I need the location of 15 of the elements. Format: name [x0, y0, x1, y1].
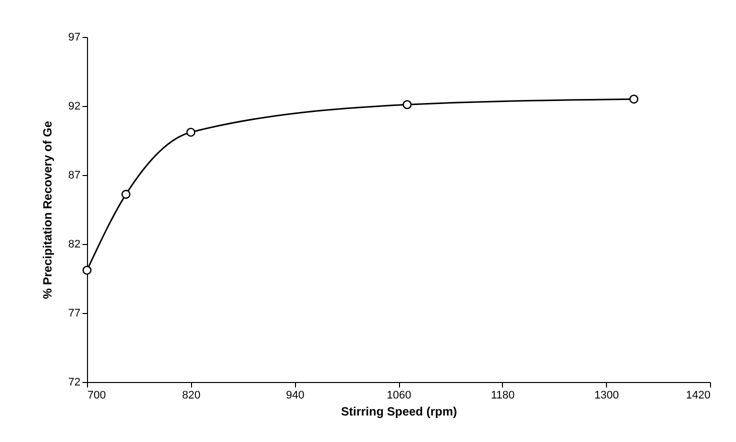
- y-tick-label: 77: [68, 308, 80, 320]
- x-tick-label: 1420: [686, 390, 710, 402]
- x-tick-label: 1300: [594, 390, 619, 402]
- x-tick-label: 700: [88, 390, 106, 402]
- x-tick-label: 820: [182, 390, 201, 402]
- y-tick-label: 82: [68, 238, 80, 250]
- y-axis-title: % Precipitation Recovery of Ge: [40, 120, 54, 300]
- y-tick-label: 87: [68, 170, 80, 182]
- y-tick-label: 97: [68, 32, 80, 44]
- x-tick-label: 1060: [386, 390, 412, 402]
- x-tick-label: 940: [286, 390, 304, 402]
- y-tick-label: 72: [68, 376, 80, 388]
- y-tick-label: 92: [68, 100, 80, 112]
- x-axis-title: Stirring Speed (rpm): [340, 404, 458, 418]
- x-tick-label: 1180: [491, 390, 515, 402]
